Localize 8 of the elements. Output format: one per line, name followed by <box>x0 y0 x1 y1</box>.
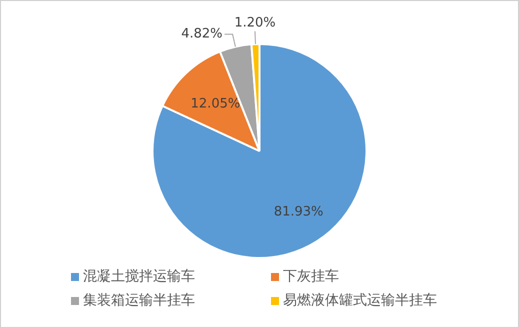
legend-label: 易燃液体罐式运输半挂车 <box>283 292 437 309</box>
legend-label: 混凝土搅拌运输车 <box>83 268 195 285</box>
legend-label: 下灰挂车 <box>283 268 339 285</box>
data-label: 4.82% <box>181 26 223 42</box>
data-label: 12.05% <box>190 96 240 112</box>
data-label: 1.20% <box>234 16 276 31</box>
data-label: 81.93% <box>274 204 324 220</box>
legend-label: 集装箱运输半挂车 <box>83 292 195 309</box>
